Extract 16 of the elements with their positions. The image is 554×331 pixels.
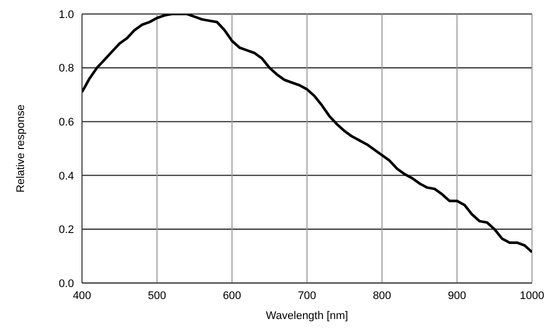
x-tick-label: 600 [222,290,242,302]
x-tick-label: 800 [372,290,392,302]
x-tick-label: 1000 [520,290,544,302]
y-tick-label: 0.4 [58,170,74,182]
y-tick-label: 0.2 [58,224,74,236]
y-tick-label: 0.0 [58,278,74,290]
x-axis-title: Wavelength [nm] [266,310,348,322]
y-tick-label: 1.0 [58,8,74,21]
y-tick-label: 0.6 [58,116,74,129]
y-tick-label: 0.8 [58,62,74,75]
x-tick-label: 500 [148,290,166,302]
line-series [82,14,532,254]
x-tick-label: 900 [448,290,466,302]
y-axis-title: Relative response [14,104,27,193]
x-tick-label: 700 [298,290,316,302]
x-tick-label: 400 [72,290,92,302]
